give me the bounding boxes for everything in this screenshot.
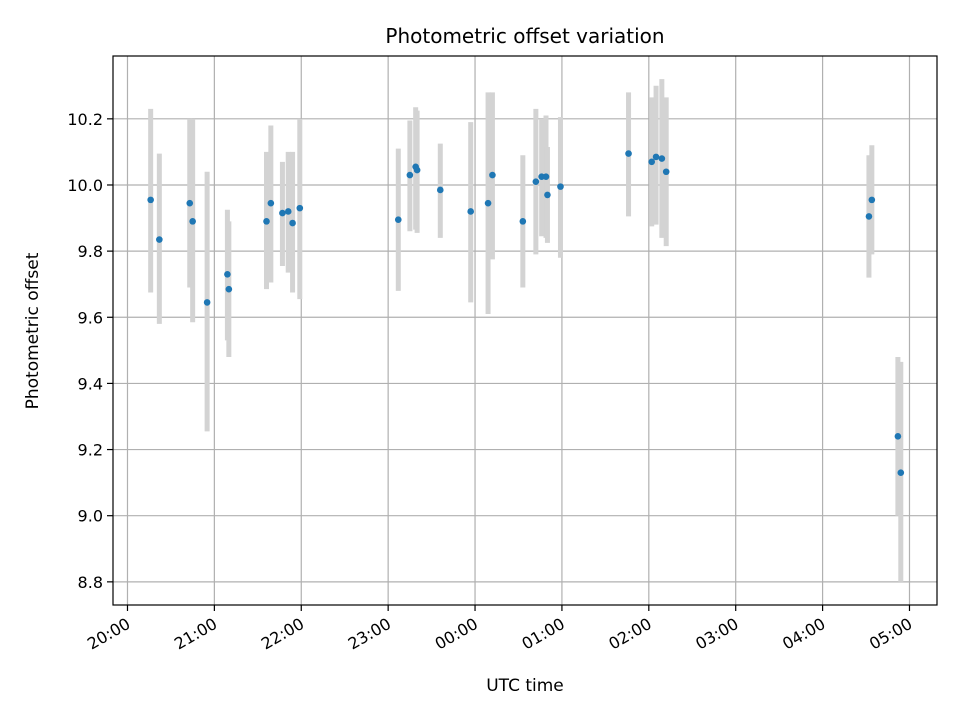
data-point (413, 166, 421, 174)
data-point (284, 208, 292, 215)
y-axis: 8.8 9.0 9.2 9.4 9.6 9.8 10.0 10.2 (67, 110, 113, 592)
chart-title: Photometric offset variation (385, 24, 664, 48)
y-tick-label: 9.2 (78, 441, 103, 460)
data-point (406, 171, 414, 179)
data-point (224, 270, 231, 278)
data-point (544, 191, 551, 199)
data-point (658, 155, 666, 162)
data-point (289, 219, 296, 227)
data-point (296, 204, 304, 212)
data-points (147, 150, 905, 477)
data-point (532, 178, 540, 185)
data-point (894, 433, 902, 440)
data-point (662, 168, 670, 176)
data-point (394, 216, 402, 224)
data-point (263, 218, 270, 225)
data-point (484, 199, 492, 207)
data-point (519, 218, 527, 225)
data-point (542, 173, 550, 181)
y-tick-label: 9.0 (78, 507, 103, 526)
data-point (203, 299, 211, 306)
data-point (897, 469, 905, 477)
data-point (156, 236, 163, 243)
y-tick-label: 10.0 (67, 176, 103, 195)
plot-area (113, 56, 937, 605)
data-point (279, 209, 286, 217)
data-point (489, 171, 496, 179)
data-point (186, 199, 194, 207)
plot-frame (112, 55, 938, 606)
y-tick-label: 9.8 (78, 242, 103, 261)
x-axis-label: UTC time (486, 676, 564, 696)
y-axis-label: Photometric offset (23, 252, 43, 409)
data-point (467, 208, 474, 215)
data-point (648, 158, 656, 166)
data-point (189, 218, 196, 225)
data-point (557, 183, 564, 190)
data-point (267, 199, 275, 207)
data-point (436, 186, 444, 194)
y-tick-label: 8.8 (78, 573, 103, 592)
y-tick-label: 10.2 (67, 110, 103, 129)
y-tick-label: 9.4 (78, 374, 103, 393)
data-point (147, 196, 154, 204)
data-point (652, 153, 660, 161)
data-point (625, 150, 632, 157)
data-point (225, 285, 233, 293)
data-point (868, 196, 876, 204)
data-point (865, 213, 873, 220)
y-tick-label: 9.6 (78, 308, 103, 327)
